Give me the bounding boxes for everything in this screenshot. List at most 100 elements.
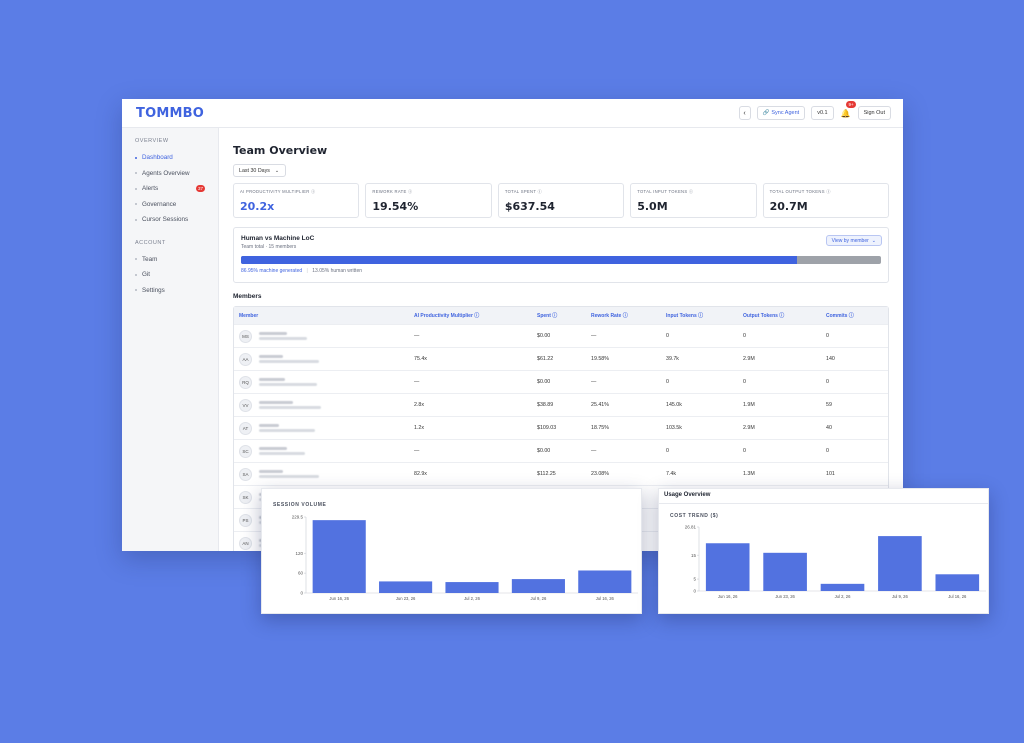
- avatar: SC: [239, 444, 252, 458]
- cell-spent: $61.22: [537, 356, 554, 362]
- avatar: AN: [239, 536, 252, 550]
- loc-legend: 86.95% machine generated | 13.05% human …: [241, 268, 363, 274]
- kpi-value: 19.54%: [372, 200, 419, 213]
- bar: [578, 570, 632, 593]
- cell-spent: $0.00: [537, 333, 551, 339]
- back-button[interactable]: ‹: [738, 106, 751, 120]
- info-icon: ⓘ: [311, 189, 316, 194]
- loc-title: Human vs Machine LoC: [241, 235, 315, 242]
- table-row[interactable]: AT 1.2x $109.03 18.75% 103.5k 2.9M 40: [234, 416, 888, 439]
- sidebar-item-settings[interactable]: Settings: [122, 283, 218, 299]
- bar: [312, 520, 366, 593]
- info-icon: ⓘ: [698, 313, 704, 319]
- cell-aip: —: [414, 379, 420, 385]
- cell-aip: 1.2x: [414, 425, 425, 431]
- avatar: SA: [239, 467, 252, 481]
- table-row[interactable]: SC — $0.00 — 0 0 0: [234, 439, 888, 462]
- usage-overview-title: Usage Overview: [664, 492, 711, 498]
- loc-machine-fill: [241, 256, 798, 264]
- loc-card: Human vs Machine LoC Team total · 15 mem…: [233, 227, 889, 283]
- sidebar-item-alerts[interactable]: Alerts 37: [122, 181, 218, 197]
- view-by-member-button[interactable]: View by member ⌄: [825, 235, 882, 246]
- member-cell: SA: [234, 467, 414, 481]
- sidebar-item-cursor-sessions[interactable]: Cursor Sessions: [122, 212, 218, 228]
- bullet-icon: [135, 289, 137, 292]
- cell-output: 1.9M: [743, 402, 755, 408]
- avatar: MS: [239, 329, 252, 343]
- member-cell: MS: [234, 329, 414, 343]
- member-name-redacted: [259, 355, 319, 363]
- cell-rework: —: [591, 379, 597, 385]
- member-cell: SC: [234, 444, 414, 458]
- sidebar-item-git[interactable]: Git: [122, 267, 218, 283]
- app-window: TOMMBO ‹ 🔗 Sync Agent v0.1 🔔 9+ Sign Out …: [122, 99, 903, 551]
- session-volume-chart: SESSION VOLUME 0 60 120 229.5 Jun 16, 26 Jun 2…: [273, 502, 638, 601]
- x-tick-label: Jul 2, 26: [835, 594, 852, 599]
- sign-out-button[interactable]: Sign Out: [857, 106, 891, 120]
- member-name-redacted: [259, 401, 321, 409]
- member-cell: AT: [234, 421, 414, 435]
- x-tick-label: Jul 16, 26: [596, 596, 615, 601]
- sync-agent-button[interactable]: 🔗 Sync Agent: [756, 106, 806, 120]
- app-logo: TOMMBO: [136, 105, 204, 121]
- col-ai-productivity[interactable]: AI Productivity Multiplier ⓘ: [414, 313, 480, 319]
- member-cell: VV: [234, 398, 414, 412]
- cell-input: 39.7k: [666, 356, 679, 362]
- sidebar-item-governance[interactable]: Governance: [122, 197, 218, 213]
- chevron-down-icon: ⌄: [274, 167, 280, 174]
- y-tick-label: 120: [295, 551, 303, 556]
- cell-rework: 18.75%: [591, 425, 609, 431]
- member-cell: RQ: [234, 375, 414, 389]
- cell-aip: 82.9x: [414, 471, 427, 477]
- col-rework-rate[interactable]: Rework Rate ⓘ: [591, 313, 628, 319]
- date-range-select[interactable]: Last 30 Days ⌄: [233, 164, 286, 177]
- sidebar-item-team[interactable]: Team: [122, 252, 218, 268]
- table-row[interactable]: VV 2.8x $38.89 25.41% 145.0k 1.9M 59: [234, 393, 888, 416]
- cell-output: 2.9M: [743, 356, 755, 362]
- col-commits[interactable]: Commits ⓘ: [826, 313, 854, 319]
- members-title: Members: [233, 293, 262, 300]
- bullet-icon: [135, 187, 137, 190]
- loc-subtitle: Team total · 15 members: [241, 244, 297, 250]
- cell-input: 0: [666, 379, 669, 385]
- bullet-icon: [135, 172, 137, 175]
- cell-rework: 23.08%: [591, 471, 609, 477]
- info-icon: ⓘ: [688, 189, 694, 194]
- table-row[interactable]: MS — $0.00 — 0 0 0: [234, 324, 888, 347]
- page-title: Team Overview: [233, 144, 328, 157]
- table-row[interactable]: AA 75.4x $61.22 19.58% 39.7k 2.9M 140: [234, 347, 888, 370]
- y-tick-label: 5: [693, 577, 696, 582]
- member-name-redacted: [259, 332, 307, 340]
- col-output-tokens[interactable]: Output Tokens ⓘ: [743, 313, 785, 319]
- table-row[interactable]: RQ — $0.00 — 0 0 0: [234, 370, 888, 393]
- info-icon: ⓘ: [622, 313, 628, 319]
- member-name-redacted: [259, 424, 315, 432]
- cell-spent: $38.89: [537, 402, 554, 408]
- cell-commits: 59: [826, 402, 832, 408]
- kpi-total-spent: TOTAL SPENT ⓘ $637.54: [497, 183, 625, 218]
- col-member[interactable]: Member: [239, 312, 259, 319]
- cell-input: 0: [666, 448, 669, 454]
- sidebar-item-dashboard[interactable]: Dashboard: [122, 150, 218, 166]
- sidebar-item-agents-overview[interactable]: Agents Overview: [122, 166, 218, 182]
- notifications-button[interactable]: 🔔 9+: [840, 101, 856, 120]
- chevron-down-icon: ⌄: [871, 237, 876, 244]
- avatar: PS: [239, 513, 252, 527]
- avatar: VV: [239, 398, 252, 412]
- col-spent[interactable]: Spent ⓘ: [537, 313, 558, 319]
- col-input-tokens[interactable]: Input Tokens ⓘ: [666, 313, 704, 319]
- cell-spent: $0.00: [537, 448, 551, 454]
- member-cell: AA: [234, 352, 414, 366]
- info-icon: ⓘ: [826, 189, 831, 194]
- kpi-row: AI PRODUCTIVITY MULTIPLIER ⓘ 20.2x REWOR…: [233, 183, 890, 218]
- session-volume-panel: SESSION VOLUME 0 60 120 229.5 Jun 16, 26 Jun 2…: [261, 488, 642, 614]
- bullet-icon: [135, 258, 137, 261]
- cell-aip: —: [414, 333, 420, 339]
- machine-generated-label: 86.95% machine generated: [241, 268, 303, 274]
- alerts-count-badge: 37: [196, 185, 206, 193]
- cell-commits: 40: [826, 425, 832, 431]
- cell-aip: —: [414, 448, 420, 454]
- y-tick-label: 229.5: [292, 515, 304, 520]
- table-row[interactable]: SA 82.9x $112.25 23.08% 7.4k 1.3M 101: [234, 462, 888, 485]
- cell-commits: 101: [826, 471, 835, 477]
